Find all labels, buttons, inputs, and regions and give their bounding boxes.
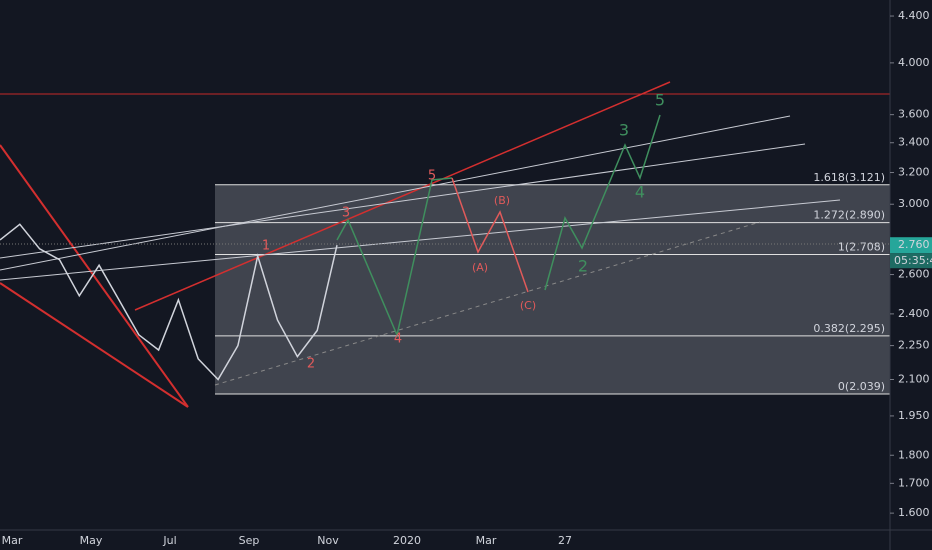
wave-label: (A) xyxy=(472,261,488,274)
wave-label: 5 xyxy=(655,91,665,110)
dashed-line xyxy=(214,221,761,386)
y-tick-label: 3.600 xyxy=(898,108,930,121)
x-tick-label: 27 xyxy=(558,534,572,547)
fib-label: 1.272(2.890) xyxy=(813,209,885,222)
wave-path xyxy=(336,177,453,338)
y-tick-label: 2.100 xyxy=(898,373,930,386)
countdown: 05:35:49 xyxy=(894,254,932,267)
fib-label: 1.618(3.121) xyxy=(813,171,885,184)
trend-line xyxy=(0,144,189,408)
wave-label: 2 xyxy=(307,357,315,372)
wave-label: 4 xyxy=(635,183,645,202)
wave-label: (C) xyxy=(520,299,536,312)
x-tick-label: 2020 xyxy=(393,534,421,547)
y-tick-label: 3.000 xyxy=(898,197,930,210)
wave-label: (B) xyxy=(494,194,510,207)
x-tick-label: Sep xyxy=(239,534,260,547)
x-tick-label: Mar xyxy=(2,534,23,547)
wave-labels: 1 2 3 4 5 (A) (B) (C) 2 3 4 5 xyxy=(262,91,665,372)
fib-tool: 1.618(3.121) 1.272(2.890) 1(2.708) 0.382(2.… xyxy=(215,171,890,395)
y-tick-label: 4.400 xyxy=(898,9,930,22)
fib-area xyxy=(215,184,890,394)
y-tick-label: 1.700 xyxy=(898,476,930,489)
y-tick-label: 3.400 xyxy=(898,136,930,149)
price-badge xyxy=(890,237,932,254)
wave-label: 2 xyxy=(578,257,588,276)
channel-line xyxy=(0,115,791,271)
trend-line xyxy=(134,81,671,311)
y-tick-label: 1.600 xyxy=(898,506,930,519)
x-tick-label: May xyxy=(80,534,103,547)
y-tick-label: 2.250 xyxy=(898,339,930,352)
y-tick-label: 3.200 xyxy=(898,166,930,179)
price-badge-label: 2.760 xyxy=(898,238,930,251)
x-tick-label: Nov xyxy=(317,534,339,547)
wave-label: 3 xyxy=(342,206,350,221)
wave-label: 5 xyxy=(428,169,436,184)
fib-label: 1(2.708) xyxy=(838,241,885,254)
x-tick-label: Jul xyxy=(162,534,176,547)
y-tick-label: 1.800 xyxy=(898,448,930,461)
fib-label: 0(2.039) xyxy=(838,380,885,393)
countdown-badge xyxy=(890,253,932,269)
wave-label: 1 xyxy=(262,239,270,254)
y-tick-label: 2.400 xyxy=(898,307,930,320)
wave-path xyxy=(544,114,661,291)
wave-label: 4 xyxy=(394,332,402,347)
x-tick-label: Mar xyxy=(476,534,497,547)
channel-line xyxy=(0,199,841,281)
y-tick-label: 2.600 xyxy=(898,268,930,281)
drawings xyxy=(0,81,890,408)
price-line xyxy=(0,223,338,381)
y-tick-label: 1.950 xyxy=(898,409,930,422)
wave-path xyxy=(451,177,529,293)
trend-line xyxy=(0,282,189,408)
y-tick-label: 4.000 xyxy=(898,56,930,69)
wave-label: 3 xyxy=(619,121,629,140)
channel-line xyxy=(0,143,806,259)
fib-label: 0.382(2.295) xyxy=(813,322,885,335)
